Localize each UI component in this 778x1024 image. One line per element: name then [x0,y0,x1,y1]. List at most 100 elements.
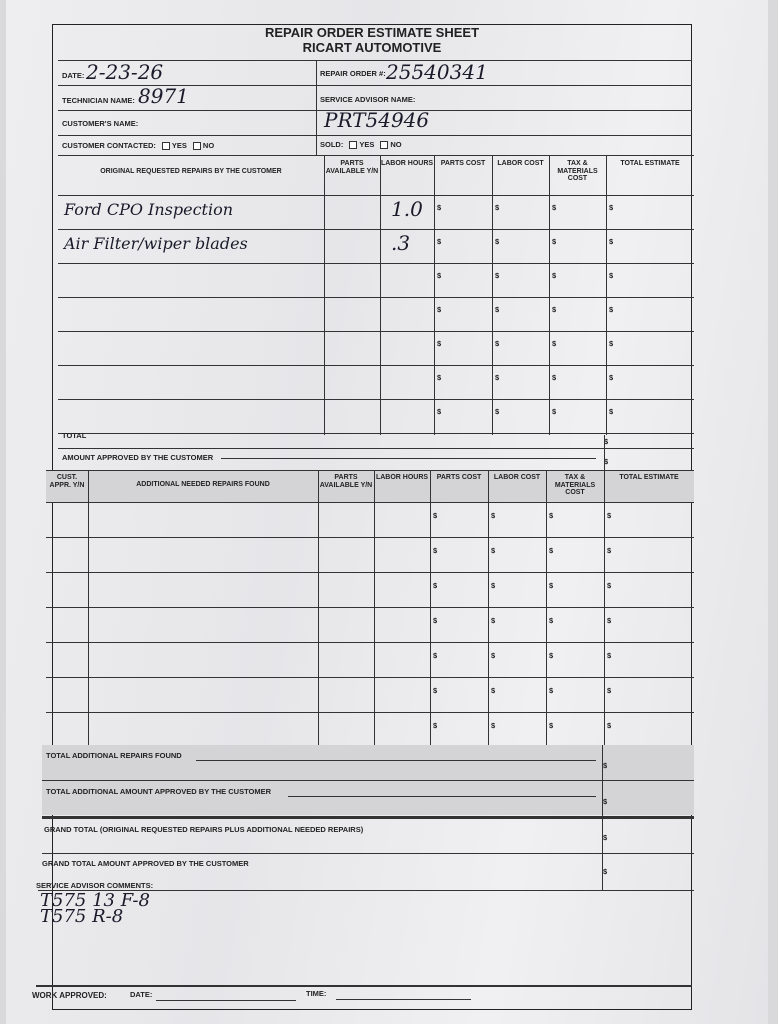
currency-sign: $ [433,651,438,660]
col-line [549,155,550,435]
form-subtitle: RICART AUTOMOTIVE [302,40,442,55]
table1-header: PARTS AVAILABLE Y/N [325,160,379,175]
labor-hours[interactable]: .3 [391,231,411,255]
divider [58,155,694,156]
col-line [602,745,603,890]
labor-hours[interactable]: 1.0 [391,197,423,221]
col-line [604,470,605,745]
row-line [58,229,694,230]
total-additional-found: TOTAL ADDITIONAL REPAIRS FOUND [46,751,182,760]
currency-sign: $ [609,407,614,416]
table1-header: LABOR HOURS [380,160,434,167]
row-line [46,677,694,678]
row-line [46,502,694,503]
currency-sign: $ [549,511,554,520]
col-line [604,435,605,470]
currency-sign: $ [491,546,496,555]
yes-label: YES [171,141,187,150]
no-label: NO [202,141,215,150]
row-line [46,642,694,643]
repair-order-field[interactable]: 25540341 [386,60,488,84]
col-line [374,470,375,745]
currency-sign: $ [495,339,500,348]
row-line [46,607,694,608]
currency-sign: $ [603,797,608,806]
row-line [58,263,694,264]
form-border [52,24,692,1010]
technician-field[interactable]: 8971 [138,84,189,108]
comments-line-2[interactable]: T575 R-8 [40,906,124,927]
currency-sign: $ [552,203,557,212]
currency-sign: $ [549,686,554,695]
sold-label: SOLD: [320,140,344,149]
technician-label: TECHNICIAN NAME: [62,96,135,105]
repair-description[interactable]: Ford CPO Inspection [64,200,234,219]
table2-header: CUST. APPR. Y/N [49,474,85,489]
total-label: TOTAL [62,431,87,440]
currency-sign: $ [609,237,614,246]
currency-sign: $ [437,373,442,382]
currency-sign: $ [609,271,614,280]
table2-header: TOTAL ESTIMATE [619,474,679,481]
grand-approved-label: GRAND TOTAL AMOUNT APPROVED BY THE CUSTO… [42,859,249,868]
customer-contacted: CUSTOMER CONTACTED: YES NO [62,141,215,151]
customer-field[interactable]: PRT54946 [324,108,430,132]
table1-header: TOTAL ESTIMATE [620,160,680,167]
currency-sign: $ [607,546,612,555]
row-line [58,433,694,434]
currency-sign: $ [604,457,609,466]
currency-sign: $ [495,373,500,382]
sold-no-checkbox[interactable] [380,141,389,150]
currency-sign: $ [607,686,612,695]
row-line [46,572,694,573]
col-line [88,470,89,745]
currency-sign: $ [491,581,496,590]
currency-sign: $ [552,305,557,314]
table2-header: TAX & MATERIALS COST [554,474,596,497]
currency-sign: $ [549,546,554,555]
date-field[interactable]: 2-23-26 [86,60,164,84]
currency-sign: $ [549,616,554,625]
contacted-yes-checkbox[interactable] [161,142,170,151]
col-line [546,470,547,745]
comments-label: SERVICE ADVISOR COMMENTS: [36,881,154,890]
currency-sign: $ [437,339,442,348]
grand-total-label: GRAND TOTAL (Original requested repairs … [44,825,364,834]
currency-sign: $ [437,237,442,246]
currency-sign: $ [491,511,496,520]
row-line [58,331,694,332]
currency-sign: $ [495,203,500,212]
currency-sign: $ [603,867,608,876]
currency-sign: $ [607,511,612,520]
currency-sign: $ [552,237,557,246]
currency-sign: $ [433,721,438,730]
col-line [488,470,489,745]
table2-header: LABOR COST [493,474,541,481]
row-line [58,297,694,298]
divider [46,470,694,471]
currency-sign: $ [552,373,557,382]
table2-header: PARTS COST [436,474,482,481]
col-line [492,155,493,435]
currency-sign: $ [604,437,609,446]
service-advisor-label: SERVICE ADVISOR NAME: [320,95,416,104]
arrow-icon [221,458,596,459]
divider [42,853,694,854]
currency-sign: $ [437,203,442,212]
row-line [58,365,694,366]
currency-sign: $ [491,616,496,625]
comments-line-1[interactable]: T575 13 F-8 [40,890,150,911]
col-line [606,155,607,435]
currency-sign: $ [433,686,438,695]
repair-description[interactable]: Air Filter/wiper blades [64,234,248,253]
sold: SOLD: YES NO [320,140,402,150]
table2-header: LABOR HOURS [375,474,429,481]
currency-sign: $ [495,305,500,314]
sold-yes-checkbox[interactable] [349,141,358,150]
divider [58,448,694,449]
contacted-no-checkbox[interactable] [192,142,201,151]
paper-form: REPAIR ORDER ESTIMATE SHEET RICART AUTOM… [6,0,768,1024]
customer-label: CUSTOMER'S NAME: [62,119,139,128]
table1-header: TAX & MATERIALS COST [557,160,598,183]
table1-header: ORIGINAL REQUESTED REPAIRS BY THE CUSTOM… [100,168,282,175]
